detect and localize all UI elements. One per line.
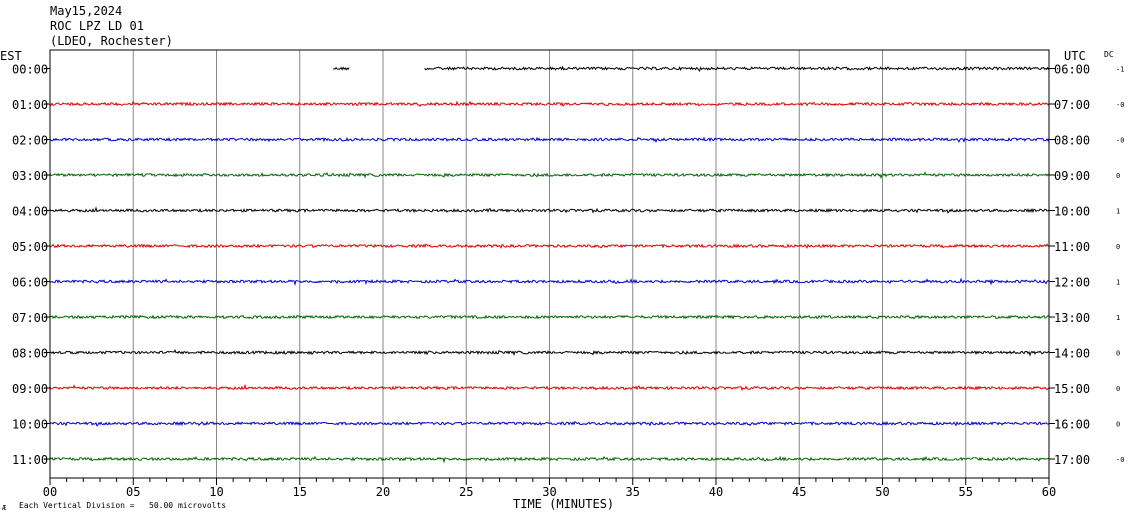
seismic-traces <box>49 65 1050 464</box>
est-time-label: 05:00 <box>12 240 48 254</box>
grid-lines <box>49 50 1050 485</box>
utc-time-label: 08:00 <box>1054 134 1090 148</box>
dc-value: -1 <box>1116 66 1124 74</box>
utc-time-label: 15:00 <box>1054 382 1090 396</box>
est-time-label: 03:00 <box>12 169 48 183</box>
corner-mark: Æ <box>2 504 7 512</box>
trace-line <box>49 100 1050 108</box>
est-axis-label: EST <box>0 49 22 63</box>
trace-line <box>49 136 1050 143</box>
x-tick-label: 30 <box>542 485 556 499</box>
utc-time-label: 06:00 <box>1054 63 1090 77</box>
x-tick-label: 40 <box>709 485 723 499</box>
trace-line <box>424 65 1050 73</box>
est-time-label: 08:00 <box>12 347 48 361</box>
est-time-label: 00:00 <box>12 63 48 77</box>
x-tick-label: 25 <box>459 485 473 499</box>
x-tick-label: 15 <box>293 485 307 499</box>
x-tick-label: 60 <box>1042 485 1056 499</box>
dc-value: -0 <box>1116 101 1124 109</box>
dc-value: -0 <box>1116 137 1124 145</box>
trace-line <box>49 206 1050 214</box>
utc-time-label: 13:00 <box>1054 311 1090 325</box>
station-name: ROC LPZ LD 01 <box>50 19 144 33</box>
utc-time-label: 09:00 <box>1054 169 1090 183</box>
trace-line <box>49 455 1050 464</box>
dc-value: 0 <box>1116 421 1120 429</box>
dc-value: 0 <box>1116 385 1120 393</box>
x-tick-label: 20 <box>376 485 390 499</box>
dc-label: DC <box>1104 50 1114 59</box>
utc-time-label: 17:00 <box>1054 453 1090 467</box>
x-tick-label: 05 <box>126 485 140 499</box>
utc-time-label: 16:00 <box>1054 418 1090 432</box>
dc-value: -0 <box>1116 456 1124 464</box>
est-time-label: 11:00 <box>12 453 48 467</box>
trace-line <box>49 243 1050 250</box>
est-time-label: 09:00 <box>12 382 48 396</box>
est-time-label: 07:00 <box>12 311 48 325</box>
utc-time-label: 11:00 <box>1054 240 1090 254</box>
trace-line <box>49 348 1050 357</box>
est-time-label: 01:00 <box>12 98 48 112</box>
dc-value: 0 <box>1116 172 1120 180</box>
utc-time-label: 12:00 <box>1054 276 1090 290</box>
utc-time-label: 14:00 <box>1054 347 1090 361</box>
x-tick-label: 55 <box>959 485 973 499</box>
x-tick-label: 10 <box>209 485 223 499</box>
plot-frame <box>49 49 1050 479</box>
dc-value: 1 <box>1116 279 1120 287</box>
x-axis-label: TIME (MINUTES) <box>513 497 614 511</box>
scale-footnote: Each Vertical Division = 50.00 microvolt… <box>19 501 226 510</box>
trace-line <box>49 383 1050 391</box>
chart-date: May15,2024 <box>50 4 123 18</box>
utc-time-label: 07:00 <box>1054 98 1090 112</box>
trace-line <box>333 66 350 71</box>
x-tick-label: 45 <box>792 485 806 499</box>
dc-value: 1 <box>1116 208 1120 216</box>
trace-line <box>49 171 1050 180</box>
station-location: (LDEO, Rochester) <box>50 34 173 48</box>
x-tick-label: 00 <box>43 485 57 499</box>
est-time-label: 04:00 <box>12 205 48 219</box>
utc-axis-label: UTC <box>1064 49 1086 63</box>
trace-line <box>49 277 1050 286</box>
x-tick-label: 35 <box>626 485 640 499</box>
est-time-label: 02:00 <box>12 134 48 148</box>
est-time-label: 10:00 <box>12 418 48 432</box>
trace-line <box>49 420 1050 427</box>
dc-value: 1 <box>1116 314 1120 322</box>
est-time-label: 06:00 <box>12 276 48 290</box>
dc-value: 0 <box>1116 350 1120 358</box>
dc-value: 0 <box>1116 243 1120 251</box>
trace-line <box>49 314 1050 320</box>
utc-time-label: 10:00 <box>1054 205 1090 219</box>
x-tick-label: 50 <box>875 485 889 499</box>
